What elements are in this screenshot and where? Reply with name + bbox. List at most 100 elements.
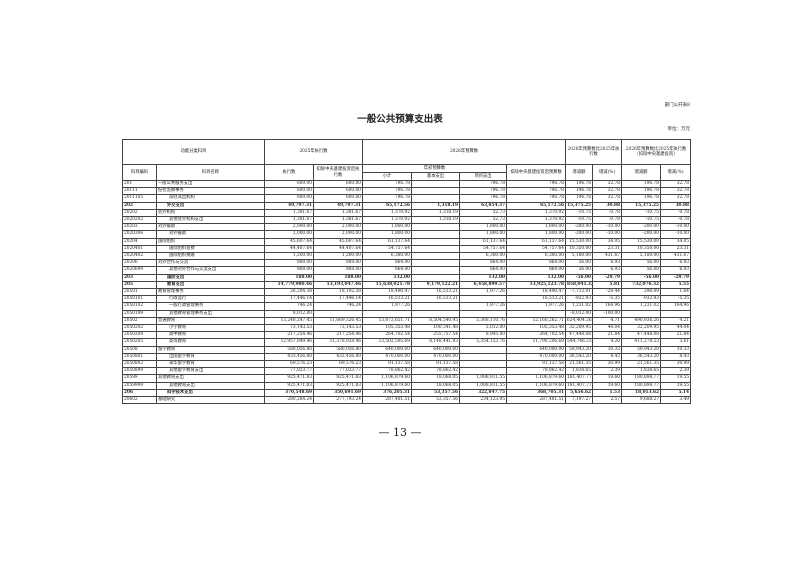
cell-diff-1: 56.00 bbox=[565, 259, 593, 268]
header-code: 科目编码 bbox=[122, 164, 157, 181]
cell-diff-2: 32,209.95 bbox=[621, 324, 662, 333]
cell-diff-2: 1,838.65 bbox=[621, 367, 662, 376]
table-row: 2020402 国际组织捐赠 1,200.00 1,200.00 6,380.00 6,3… bbox=[122, 252, 692, 261]
cell-pct-1: 4.20 bbox=[591, 338, 623, 347]
header-diff-1: 增减额 bbox=[565, 164, 593, 181]
cell-diff-2 bbox=[621, 309, 662, 318]
cell-pct-2: 3.61 bbox=[660, 338, 692, 347]
cell-pct-1: 23.31 bbox=[591, 244, 623, 254]
cell-budget-excl: 796.78 bbox=[506, 179, 566, 189]
cell-exec-excl: 1,381.67 bbox=[313, 216, 363, 225]
cell-code: 20111 bbox=[122, 187, 157, 196]
header-budget-2026: 2026年预算数 bbox=[362, 139, 566, 165]
cell-pct-2: 10.33 bbox=[660, 345, 692, 354]
cell-project: 1,088,811.55 bbox=[459, 381, 507, 390]
cell-subtotal bbox=[362, 309, 412, 318]
cell-name: 教育支出 bbox=[156, 280, 265, 290]
table-row: 2050801 出国留学教育 433,456.80 433,456.80 470,000… bbox=[122, 352, 692, 362]
cell-exec: 600.00 bbox=[264, 179, 314, 189]
cell-pct-1: 6.93 bbox=[591, 266, 623, 275]
cell-exec: 45,607.64 bbox=[264, 237, 314, 246]
header-cmp-excl: 2026年预算数比2025年执行数（扣除中央基建投资） bbox=[621, 139, 692, 165]
cell-code: 20204 bbox=[122, 237, 157, 246]
cell-pct-1: 8.43 bbox=[591, 352, 623, 362]
cell-pct-2: 4.21 bbox=[660, 316, 692, 326]
cell-budget-excl bbox=[506, 309, 566, 318]
cell-basic bbox=[411, 259, 460, 268]
cell-pct-1: 32.78 bbox=[591, 194, 623, 203]
cell-budget-excl: 796.78 bbox=[506, 187, 566, 196]
cell-subtotal: 796.78 bbox=[362, 194, 412, 203]
cell-subtotal: 796.78 bbox=[362, 179, 412, 189]
cell-exec: 370,548.69 bbox=[264, 388, 314, 398]
table-row: 205 教育支出 14,779,980.46 13,193,047.46 15,638,… bbox=[122, 280, 692, 290]
header-diff-2: 增减额 bbox=[621, 164, 662, 181]
cell-exec: 17,446.14 bbox=[264, 295, 314, 304]
cell-pct-2: 32.78 bbox=[660, 194, 692, 203]
cell-pct-2: 164.96 bbox=[660, 302, 692, 311]
cell-diff-1: 15,530.00 bbox=[565, 237, 593, 246]
cell-diff-2: 411,278.23 bbox=[621, 338, 662, 347]
cell-diff-2: 196.78 bbox=[621, 187, 662, 196]
header-pct-1: 增减(%) bbox=[591, 164, 623, 181]
cell-diff-2: 490,936.26 bbox=[621, 316, 662, 326]
cell-pct-1: -100.00 bbox=[591, 309, 623, 318]
cell-exec-excl: 217,254.46 bbox=[313, 331, 363, 340]
cell-pct-2: 21.84 bbox=[660, 331, 692, 340]
header-exec: 执行数 bbox=[264, 164, 314, 181]
cell-diff-2: 10,350.00 bbox=[621, 244, 662, 254]
cell-exec: 44,407.64 bbox=[264, 244, 314, 254]
cell-exec: 14,779,980.46 bbox=[264, 280, 314, 290]
cell-code: 20501 bbox=[122, 288, 157, 297]
cell-subtotal: 864.00 bbox=[362, 259, 412, 268]
cell-budget-excl: 470,000.00 bbox=[506, 352, 566, 362]
cell-diff-2: 180,898.77 bbox=[621, 381, 662, 390]
table-row: 2011105 派驻派出机构 600.00 600.00 796.78 796.78 796… bbox=[122, 194, 692, 203]
cell-pct-2: 5.55 bbox=[660, 280, 692, 290]
cell-pct-2: 30.99 bbox=[660, 360, 692, 369]
cell-diff-1: -8,012.00 bbox=[565, 309, 593, 318]
cell-pct-1: -29.79 bbox=[591, 273, 623, 282]
cell-pct-1: -10.00 bbox=[591, 230, 623, 239]
cell-budget-excl: 1,106,879.60 bbox=[506, 374, 566, 383]
cell-code: 20599 bbox=[122, 374, 157, 383]
cell-budget-excl: 13,925,123.78 bbox=[506, 280, 566, 290]
cell-budget-excl: 1,800.00 bbox=[506, 230, 566, 239]
cell-basic: 53,357.56 bbox=[411, 396, 460, 405]
cell-diff-2: 1,231.02 bbox=[621, 302, 662, 311]
cell-code: 2050199 bbox=[122, 309, 157, 318]
cell-project bbox=[459, 360, 507, 369]
cell-code: 2059999 bbox=[122, 381, 157, 390]
cell-code: 20202 bbox=[122, 208, 157, 218]
cell-name: 纪检监察事务 bbox=[156, 187, 265, 196]
cell-diff-1: 196.78 bbox=[565, 179, 593, 189]
header-cmp-exec: 2026年预算数比2025年执行数 bbox=[564, 139, 623, 165]
cell-exec: 69,576.23 bbox=[264, 360, 314, 369]
cell-project: 322,847.75 bbox=[459, 388, 507, 398]
cell-exec: 925,471.83 bbox=[264, 381, 314, 390]
cell-exec-excl: 13,193,047.46 bbox=[313, 280, 363, 290]
cell-exec: 2,000.00 bbox=[264, 230, 314, 239]
cell-code: 2050205 bbox=[122, 338, 157, 347]
cell-exec-excl: 11,669,326.45 bbox=[313, 316, 363, 326]
cell-basic bbox=[411, 302, 460, 311]
cell-basic: 91,137.58 bbox=[411, 360, 460, 369]
cell-basic: 1,318.19 bbox=[411, 208, 460, 218]
cell-name: 外交支出 bbox=[156, 201, 265, 210]
budget-table: 功能分类科目 2025年执行数 2026年预算数 2026年预算数比2025年执… bbox=[122, 139, 692, 405]
cell-diff-1: -200.00 bbox=[565, 230, 593, 239]
cell-subtotal: 91,137.58 bbox=[362, 360, 412, 369]
cell-diff-1: 21,561.35 bbox=[565, 360, 593, 369]
cell-diff-1: 36,543.20 bbox=[565, 352, 593, 362]
cell-code: 2050802 bbox=[122, 360, 157, 369]
cell-code: 203 bbox=[122, 273, 157, 282]
cell-diff-2: -10.75 bbox=[621, 208, 662, 218]
cell-diff-2: 21,561.35 bbox=[621, 360, 662, 369]
cell-project: 796.78 bbox=[459, 179, 507, 189]
cell-pct-2: -0.78 bbox=[660, 208, 692, 218]
table-row: 206 科学技术支出 370,548.69 350,691.69 376,205.31 5… bbox=[122, 388, 692, 398]
cell-exec: 13,248,247.45 bbox=[264, 316, 314, 326]
cell-code: 2020699 bbox=[122, 266, 157, 275]
cell-project: 864.00 bbox=[459, 266, 507, 275]
cell-budget-excl: 796.78 bbox=[506, 194, 566, 203]
